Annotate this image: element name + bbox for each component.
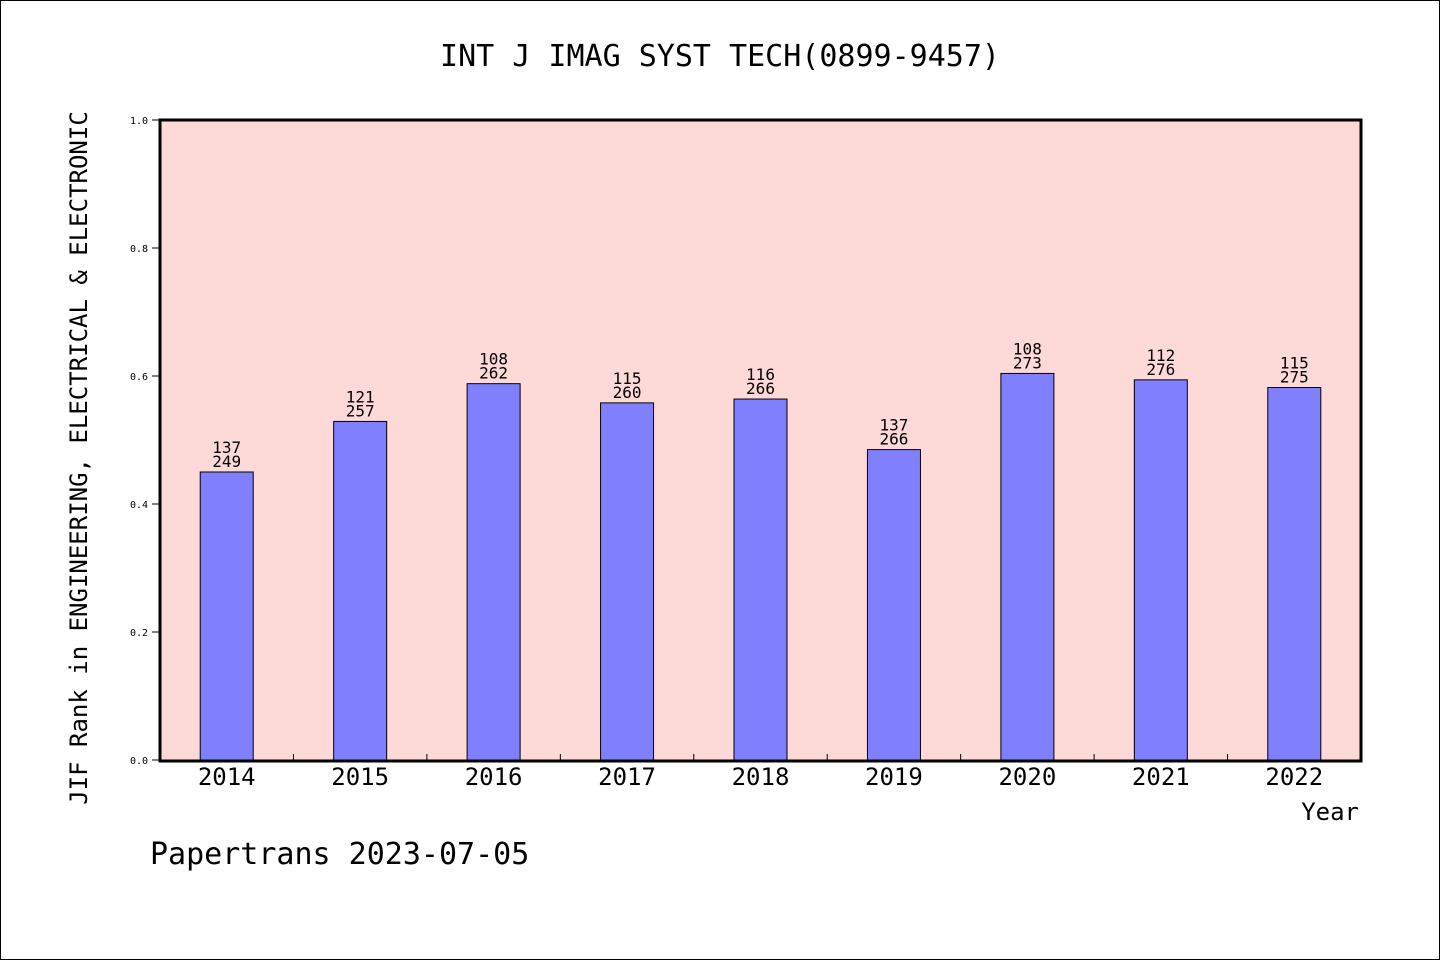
bar-total-label: 266 [746,379,775,398]
bar-total-label: 266 [879,430,908,449]
bar-total-label: 249 [212,452,241,471]
bar-2019 [866,449,921,761]
x-tick-label: 2021 [1132,763,1190,791]
footer-text: Papertrans 2023-07-05 [150,837,529,872]
x-tick-label: 2016 [465,763,523,791]
x-axis-ticks: 2014 2015 2016 2017 2018 2019 2020 2021 2022 [198,754,1323,791]
bar-2018 [733,398,788,761]
plot-border [158,118,1363,763]
y-tick-label: 1.0 [130,116,148,127]
bar-rank-label: 115 [613,369,642,388]
bar-rank-label: 137 [212,438,241,457]
bar-rank-label: 121 [346,387,375,406]
bar-2021 [1133,379,1188,761]
y-axis-label: JIF Rank in ENGINEERING, ELECTRICAL & EL… [65,111,93,805]
bar-rank-label: 112 [1146,346,1175,365]
bar-2017 [600,402,655,761]
bar-rank-label: 108 [479,350,508,369]
bar-rank-label: 116 [746,365,775,384]
bar-2020 [1000,372,1055,761]
bar-2015 [333,420,388,761]
bar-total-label: 273 [1013,353,1042,372]
chart-title: INT J IMAG SYST TECH(0899-9457) [440,39,1000,74]
x-axis-label: Year [1301,798,1359,826]
y-tick-label: 0.2 [130,628,148,639]
y-tick-label: 0.4 [130,500,148,511]
bars: 2491372571212621082601152661162661372731… [199,339,1322,761]
bar-total-label: 260 [613,383,642,402]
y-tick-label: 0.6 [130,372,148,383]
x-tick-label: 2019 [865,763,923,791]
y-tick-label: 0.8 [130,244,148,255]
bar-total-label: 276 [1146,360,1175,379]
bar-rank-label: 108 [1013,339,1042,358]
bar-2016 [466,383,521,761]
x-tick-label: 2015 [331,763,389,791]
y-axis-ticks: 0.0 0.2 0.4 0.6 0.8 1.0 [130,116,160,767]
bar-total-label: 257 [346,401,375,420]
x-tick-label: 2017 [598,763,656,791]
bar-2022 [1267,387,1322,761]
x-tick-label: 2020 [998,763,1056,791]
x-tick-label: 2018 [732,763,790,791]
bar-rank-label: 115 [1280,354,1309,373]
bar-total-label: 262 [479,364,508,383]
bar-2014 [199,471,254,761]
bar-rank-label: 137 [879,416,908,435]
bar-total-label: 275 [1280,368,1309,387]
x-tick-label: 2022 [1265,763,1323,791]
y-tick-label: 0.0 [130,756,148,767]
x-tick-label: 2014 [198,763,256,791]
